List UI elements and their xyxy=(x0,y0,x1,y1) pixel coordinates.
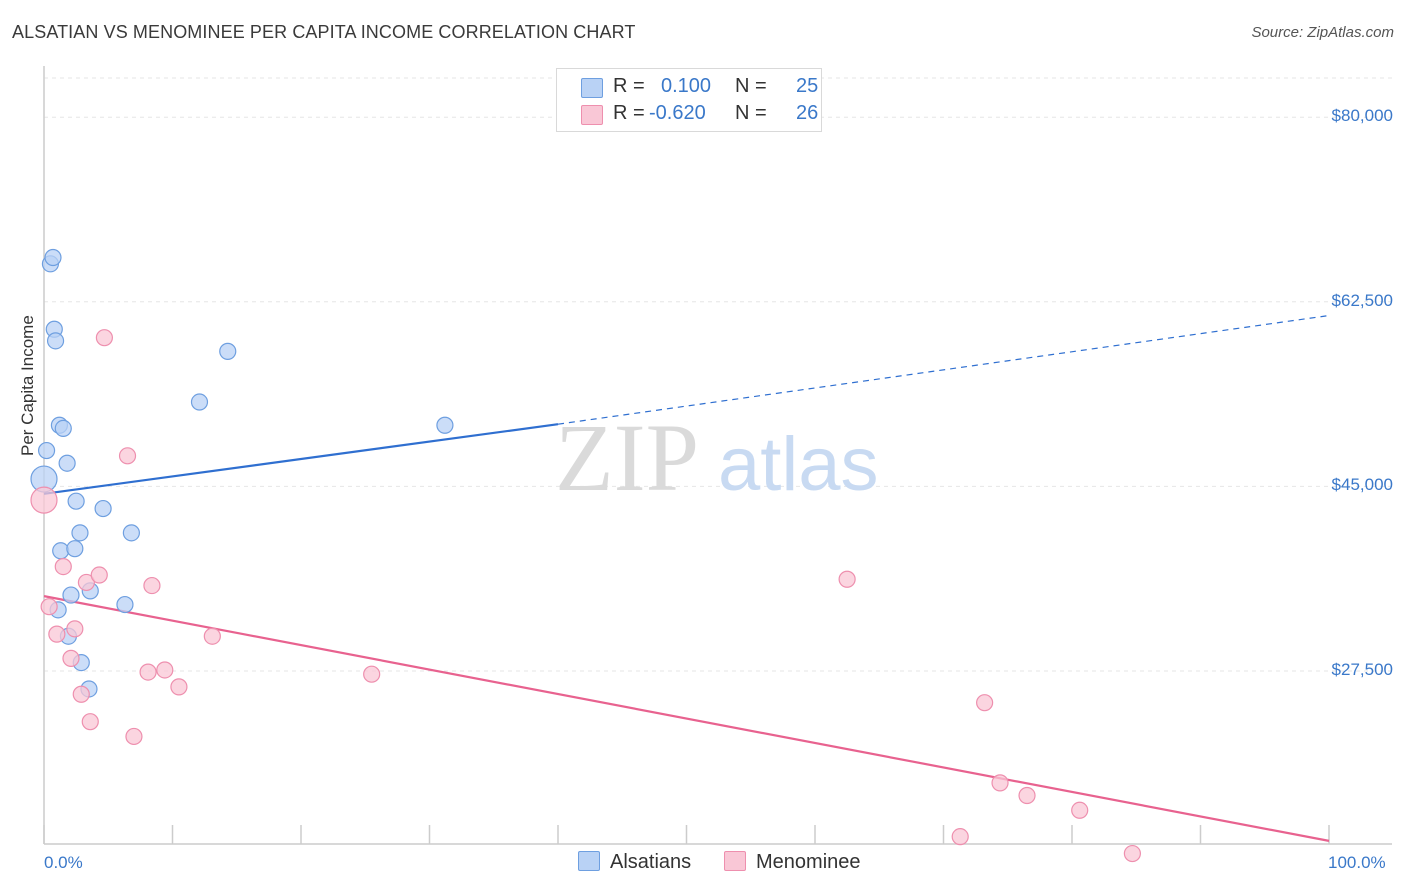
point-menominee xyxy=(976,694,994,712)
point-alsatians xyxy=(190,393,209,411)
watermark-zip: ZIP xyxy=(555,404,699,511)
point-alsatians xyxy=(62,586,80,604)
legend-swatch-alsatians xyxy=(578,851,600,871)
point-menominee xyxy=(118,447,137,465)
legend-r-value: 0.100 xyxy=(661,75,712,97)
watermark: ZIP atlas xyxy=(555,404,879,511)
point-menominee xyxy=(170,678,188,696)
point-alsatians xyxy=(67,492,85,510)
point-menominee xyxy=(838,570,856,588)
point-alsatians xyxy=(71,524,89,542)
x-tick-label-min: 0.0% xyxy=(44,853,83,872)
point-alsatians xyxy=(116,595,134,614)
point-menominee xyxy=(991,774,1009,792)
gridlines xyxy=(44,77,1392,672)
point-menominee xyxy=(125,727,143,746)
point-menominee xyxy=(1071,801,1089,819)
y-tick-label: $62,500 xyxy=(1331,290,1393,310)
y-tick-label: $80,000 xyxy=(1331,106,1393,126)
chart-title: ALSATIAN VS MENOMINEE PER CAPITA INCOME … xyxy=(12,22,636,42)
point-menominee xyxy=(203,627,221,645)
point-alsatians xyxy=(58,454,76,472)
point-alsatians xyxy=(46,332,65,350)
point-alsatians xyxy=(436,416,454,434)
y-tick-label: $45,000 xyxy=(1331,475,1393,495)
point-menominee xyxy=(62,649,80,667)
legend-r-label: R = xyxy=(613,75,645,97)
trendline-alsatians-extension xyxy=(557,314,1330,425)
point-menominee xyxy=(951,828,969,846)
point-alsatians xyxy=(54,419,72,438)
point-alsatians xyxy=(44,248,62,267)
trendlines xyxy=(43,314,1330,842)
point-alsatians xyxy=(37,441,56,460)
point-menominee xyxy=(1018,786,1036,805)
point-menominee xyxy=(156,661,174,679)
series-legend: Alsatians Menominee xyxy=(0,851,1406,877)
point-menominee xyxy=(54,557,72,576)
point-alsatians xyxy=(94,499,112,518)
legend-n-value: 26 xyxy=(796,102,819,124)
point-menominee xyxy=(48,625,66,643)
point-menominee xyxy=(30,486,58,514)
point-menominee xyxy=(40,598,58,616)
point-menominee xyxy=(81,713,99,731)
legend-r-value: -0.620 xyxy=(649,102,706,124)
point-menominee xyxy=(1123,844,1141,863)
x-tick-label-max: 100.0% xyxy=(1328,853,1386,872)
legend-item-alsatians[interactable]: Alsatians xyxy=(578,851,691,874)
trendline-alsatians xyxy=(43,423,559,495)
legend-swatch-alsatians xyxy=(581,78,603,98)
data-points xyxy=(30,248,1141,863)
source-label: Source: ZipAtlas.com xyxy=(1251,24,1394,41)
point-alsatians xyxy=(219,342,237,360)
legend-swatch-menominee xyxy=(581,105,603,125)
legend-n-label: N = xyxy=(735,75,767,97)
point-menominee xyxy=(95,329,113,347)
point-menominee xyxy=(363,665,381,683)
point-alsatians xyxy=(122,524,140,542)
point-menominee xyxy=(66,620,84,638)
legend-n-value: 25 xyxy=(796,75,819,97)
point-menominee xyxy=(90,566,108,584)
watermark-atlas: atlas xyxy=(718,422,879,507)
legend-r-label: R = xyxy=(613,102,645,124)
point-alsatians xyxy=(66,540,84,558)
legend-label-menominee: Menominee xyxy=(756,851,861,873)
point-menominee xyxy=(143,576,161,595)
correlation-legend: R = 0.100 N = 25 R = -0.620 N = 26 xyxy=(556,68,822,132)
legend-item-menominee[interactable]: Menominee xyxy=(724,851,861,874)
point-menominee xyxy=(72,685,90,703)
y-tick-label: $27,500 xyxy=(1331,660,1393,680)
legend-n-label: N = xyxy=(735,102,767,124)
point-menominee xyxy=(77,573,96,592)
point-menominee xyxy=(139,663,157,681)
trendline-menominee xyxy=(43,595,1330,842)
y-axis-title: Per Capita Income xyxy=(18,315,37,456)
legend-swatch-menominee xyxy=(724,851,746,871)
legend-label-alsatians: Alsatians xyxy=(610,851,692,873)
point-alsatians xyxy=(52,542,70,560)
